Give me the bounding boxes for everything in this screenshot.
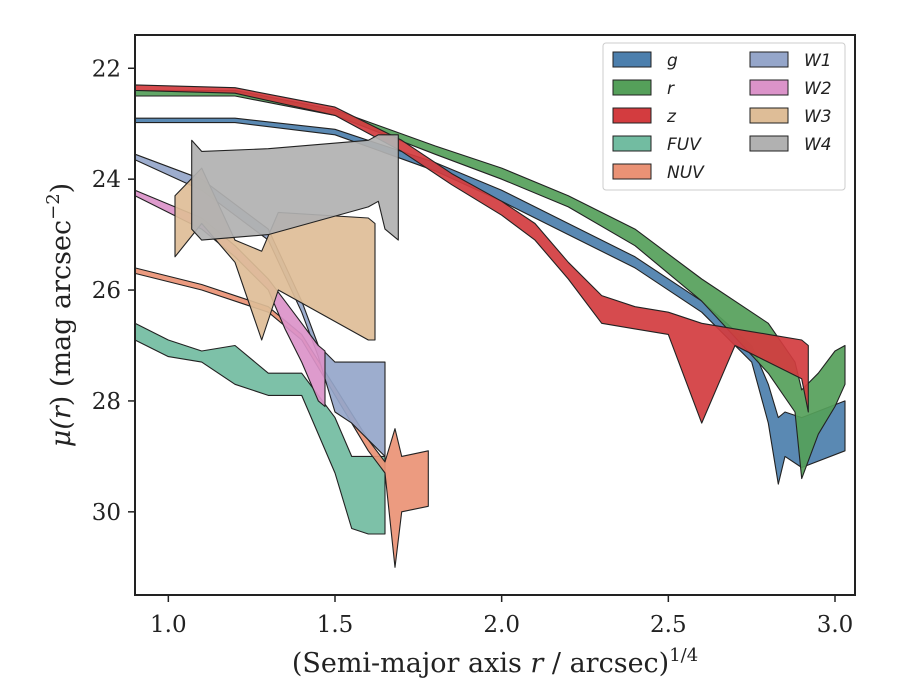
legend-label-w1: W1 xyxy=(804,51,832,71)
y-tick-label: 22 xyxy=(92,56,121,82)
y-tick-label: 24 xyxy=(92,167,121,193)
y-tick-label: 26 xyxy=(92,278,121,304)
x-tick-label: 1.5 xyxy=(317,612,354,638)
x-tick-label: 2.0 xyxy=(483,612,520,638)
legend-swatch-r xyxy=(612,79,652,96)
legend-label-w4: W4 xyxy=(804,135,832,155)
legend-label-w2: W2 xyxy=(804,79,832,99)
plot-frame xyxy=(134,34,856,596)
legend-swatch-nuv xyxy=(612,163,652,180)
legend-swatch-w4 xyxy=(749,135,789,152)
legend-label-fuv: FUV xyxy=(667,135,702,155)
x-axis-ticks: 1.0 1.5 2.0 2.5 3.0 xyxy=(150,595,853,638)
y-axis-ticks: 22 24 26 28 30 xyxy=(92,56,135,526)
y-tick-label: 30 xyxy=(92,500,121,526)
series-areas xyxy=(134,84,846,568)
legend-label-r: r xyxy=(667,79,675,99)
legend-swatch-fuv xyxy=(612,135,652,152)
legend-label-w3: W3 xyxy=(804,107,832,127)
legend-label-nuv: NUV xyxy=(667,163,705,183)
x-tick-label: 1.0 xyxy=(150,612,187,638)
series-area-z xyxy=(134,84,809,424)
x-axis-title: (Semi-major axis r / arcsec)1/4 xyxy=(292,645,698,679)
series-area-w4 xyxy=(191,134,399,241)
legend-swatch-w2 xyxy=(749,79,789,96)
series-area-fuv xyxy=(134,322,386,535)
y-tick-label: 28 xyxy=(92,389,121,415)
legend-swatch-z xyxy=(612,107,652,124)
legend-swatch-g xyxy=(612,51,652,68)
series-area-r xyxy=(134,89,846,480)
x-tick-label: 2.5 xyxy=(650,612,687,638)
y-axis-title: μ(r) (mag arcsec−2) xyxy=(43,183,77,447)
legend: grz FUV NUV W1 W2 W3 W4 xyxy=(602,42,846,191)
legend-swatch-w1 xyxy=(749,51,789,68)
legend-swatch-w3 xyxy=(749,107,789,124)
x-tick-label: 3.0 xyxy=(817,612,854,638)
legend-label-g: g xyxy=(667,51,678,71)
legend-label-z: z xyxy=(666,107,677,127)
